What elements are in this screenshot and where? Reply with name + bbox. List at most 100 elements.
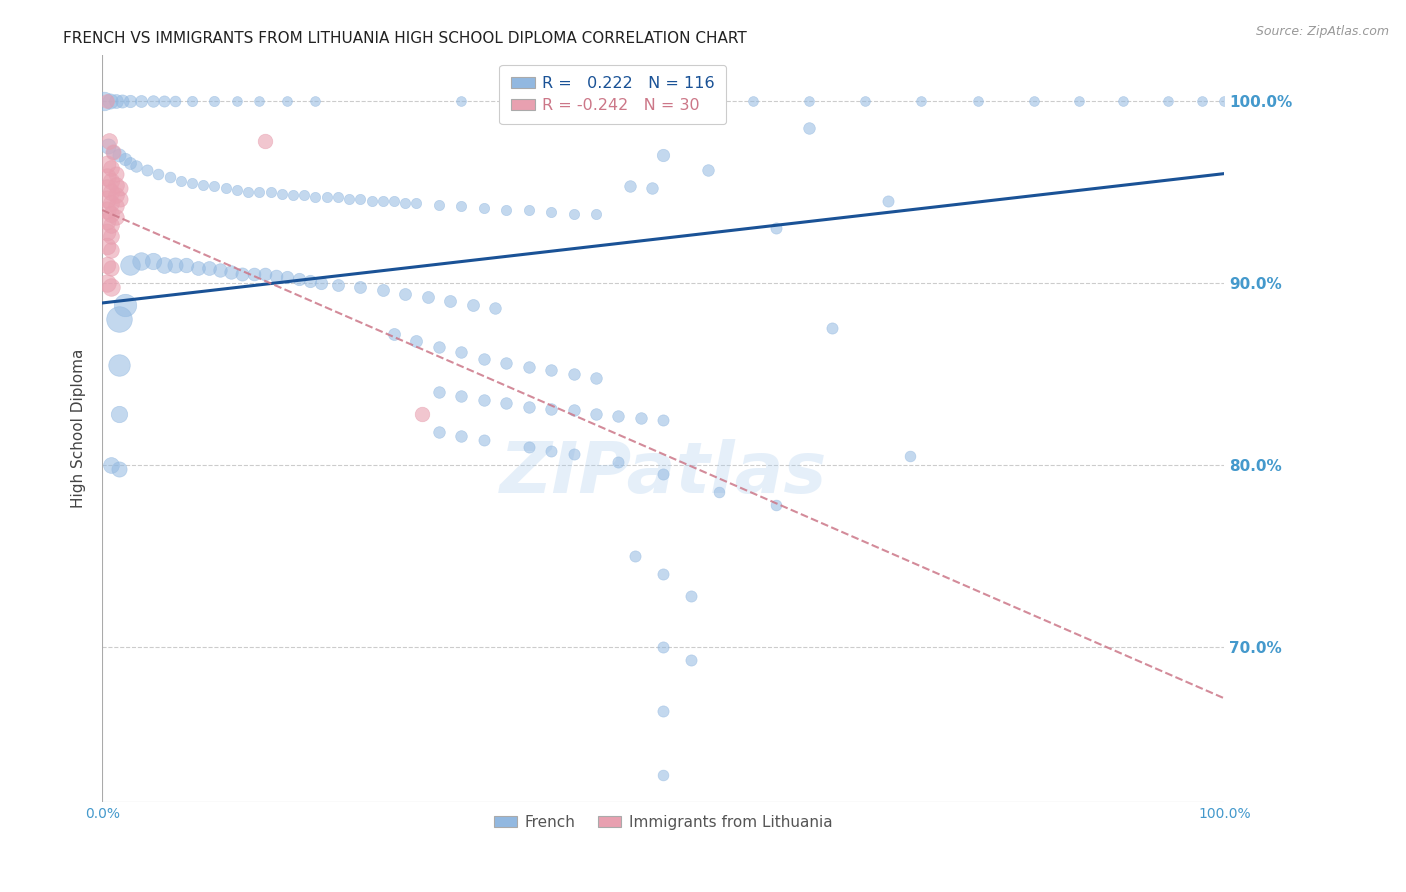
Point xyxy=(97,134,120,148)
Point xyxy=(472,201,495,215)
Point xyxy=(360,194,382,208)
Point xyxy=(96,225,118,239)
Point xyxy=(114,298,136,312)
Point xyxy=(264,268,287,283)
Text: FRENCH VS IMMIGRANTS FROM LITHUANIA HIGH SCHOOL DIPLOMA CORRELATION CHART: FRENCH VS IMMIGRANTS FROM LITHUANIA HIGH… xyxy=(63,31,747,46)
Point xyxy=(120,155,142,169)
Point xyxy=(1022,94,1045,108)
Point xyxy=(495,356,517,370)
Point xyxy=(281,188,304,202)
Point xyxy=(1112,94,1135,108)
Point xyxy=(259,185,281,199)
Point xyxy=(382,194,405,208)
Point xyxy=(630,410,652,425)
Point xyxy=(108,462,131,476)
Point xyxy=(540,363,562,377)
Point xyxy=(100,279,122,293)
Point xyxy=(253,134,276,148)
Point xyxy=(96,202,118,217)
Y-axis label: High School Diploma: High School Diploma xyxy=(72,349,86,508)
Point xyxy=(193,178,215,192)
Point xyxy=(136,163,159,178)
Point xyxy=(1213,94,1236,108)
Point xyxy=(540,401,562,416)
Point xyxy=(114,152,136,166)
Point xyxy=(326,190,349,204)
Point xyxy=(209,263,232,277)
Point xyxy=(405,334,427,349)
Point xyxy=(170,174,193,188)
Point xyxy=(204,94,226,108)
Point xyxy=(148,167,170,181)
Point xyxy=(853,94,876,108)
Point xyxy=(427,340,450,354)
Point xyxy=(304,94,326,108)
Point xyxy=(104,178,127,192)
Text: Source: ZipAtlas.com: Source: ZipAtlas.com xyxy=(1256,25,1389,38)
Point xyxy=(108,312,131,326)
Point xyxy=(159,170,181,185)
Point xyxy=(450,389,472,403)
Point xyxy=(450,429,472,443)
Point xyxy=(120,94,142,108)
Point xyxy=(181,176,204,190)
Point xyxy=(104,94,127,108)
Point xyxy=(652,640,675,655)
Point xyxy=(472,352,495,367)
Point xyxy=(337,192,360,206)
Point xyxy=(652,704,675,718)
Point xyxy=(96,94,118,108)
Point xyxy=(100,228,122,243)
Point xyxy=(799,121,821,136)
Point xyxy=(100,218,122,232)
Point xyxy=(236,185,259,199)
Point xyxy=(427,385,450,400)
Point xyxy=(142,94,165,108)
Point xyxy=(540,443,562,458)
Point xyxy=(153,258,176,272)
Point xyxy=(394,286,416,301)
Point xyxy=(292,188,315,202)
Point xyxy=(96,181,118,195)
Point xyxy=(821,321,844,335)
Point xyxy=(709,485,731,500)
Point xyxy=(131,254,153,268)
Point xyxy=(93,94,115,108)
Point xyxy=(247,185,270,199)
Point xyxy=(96,239,118,253)
Point xyxy=(765,498,787,512)
Point xyxy=(219,265,242,279)
Point xyxy=(100,195,122,210)
Point xyxy=(276,270,298,285)
Point xyxy=(427,197,450,211)
Point xyxy=(98,94,121,108)
Point xyxy=(619,179,641,194)
Point xyxy=(253,267,276,281)
Point xyxy=(495,396,517,410)
Point xyxy=(461,298,484,312)
Point xyxy=(799,94,821,108)
Point xyxy=(495,202,517,217)
Point xyxy=(624,549,647,564)
Point xyxy=(585,407,607,421)
Point xyxy=(966,94,988,108)
Point xyxy=(371,194,394,208)
Point xyxy=(104,211,127,225)
Point xyxy=(652,467,675,482)
Point xyxy=(96,192,118,206)
Point xyxy=(198,261,221,276)
Point xyxy=(652,148,675,162)
Point xyxy=(187,261,209,276)
Point xyxy=(204,179,226,194)
Point xyxy=(585,370,607,384)
Point xyxy=(108,192,131,206)
Point xyxy=(681,590,703,604)
Point xyxy=(585,207,607,221)
Point xyxy=(439,294,461,309)
Point xyxy=(450,345,472,359)
Point xyxy=(108,407,131,421)
Point xyxy=(103,145,125,159)
Point xyxy=(742,94,765,108)
Point xyxy=(1157,94,1180,108)
Point xyxy=(898,449,921,463)
